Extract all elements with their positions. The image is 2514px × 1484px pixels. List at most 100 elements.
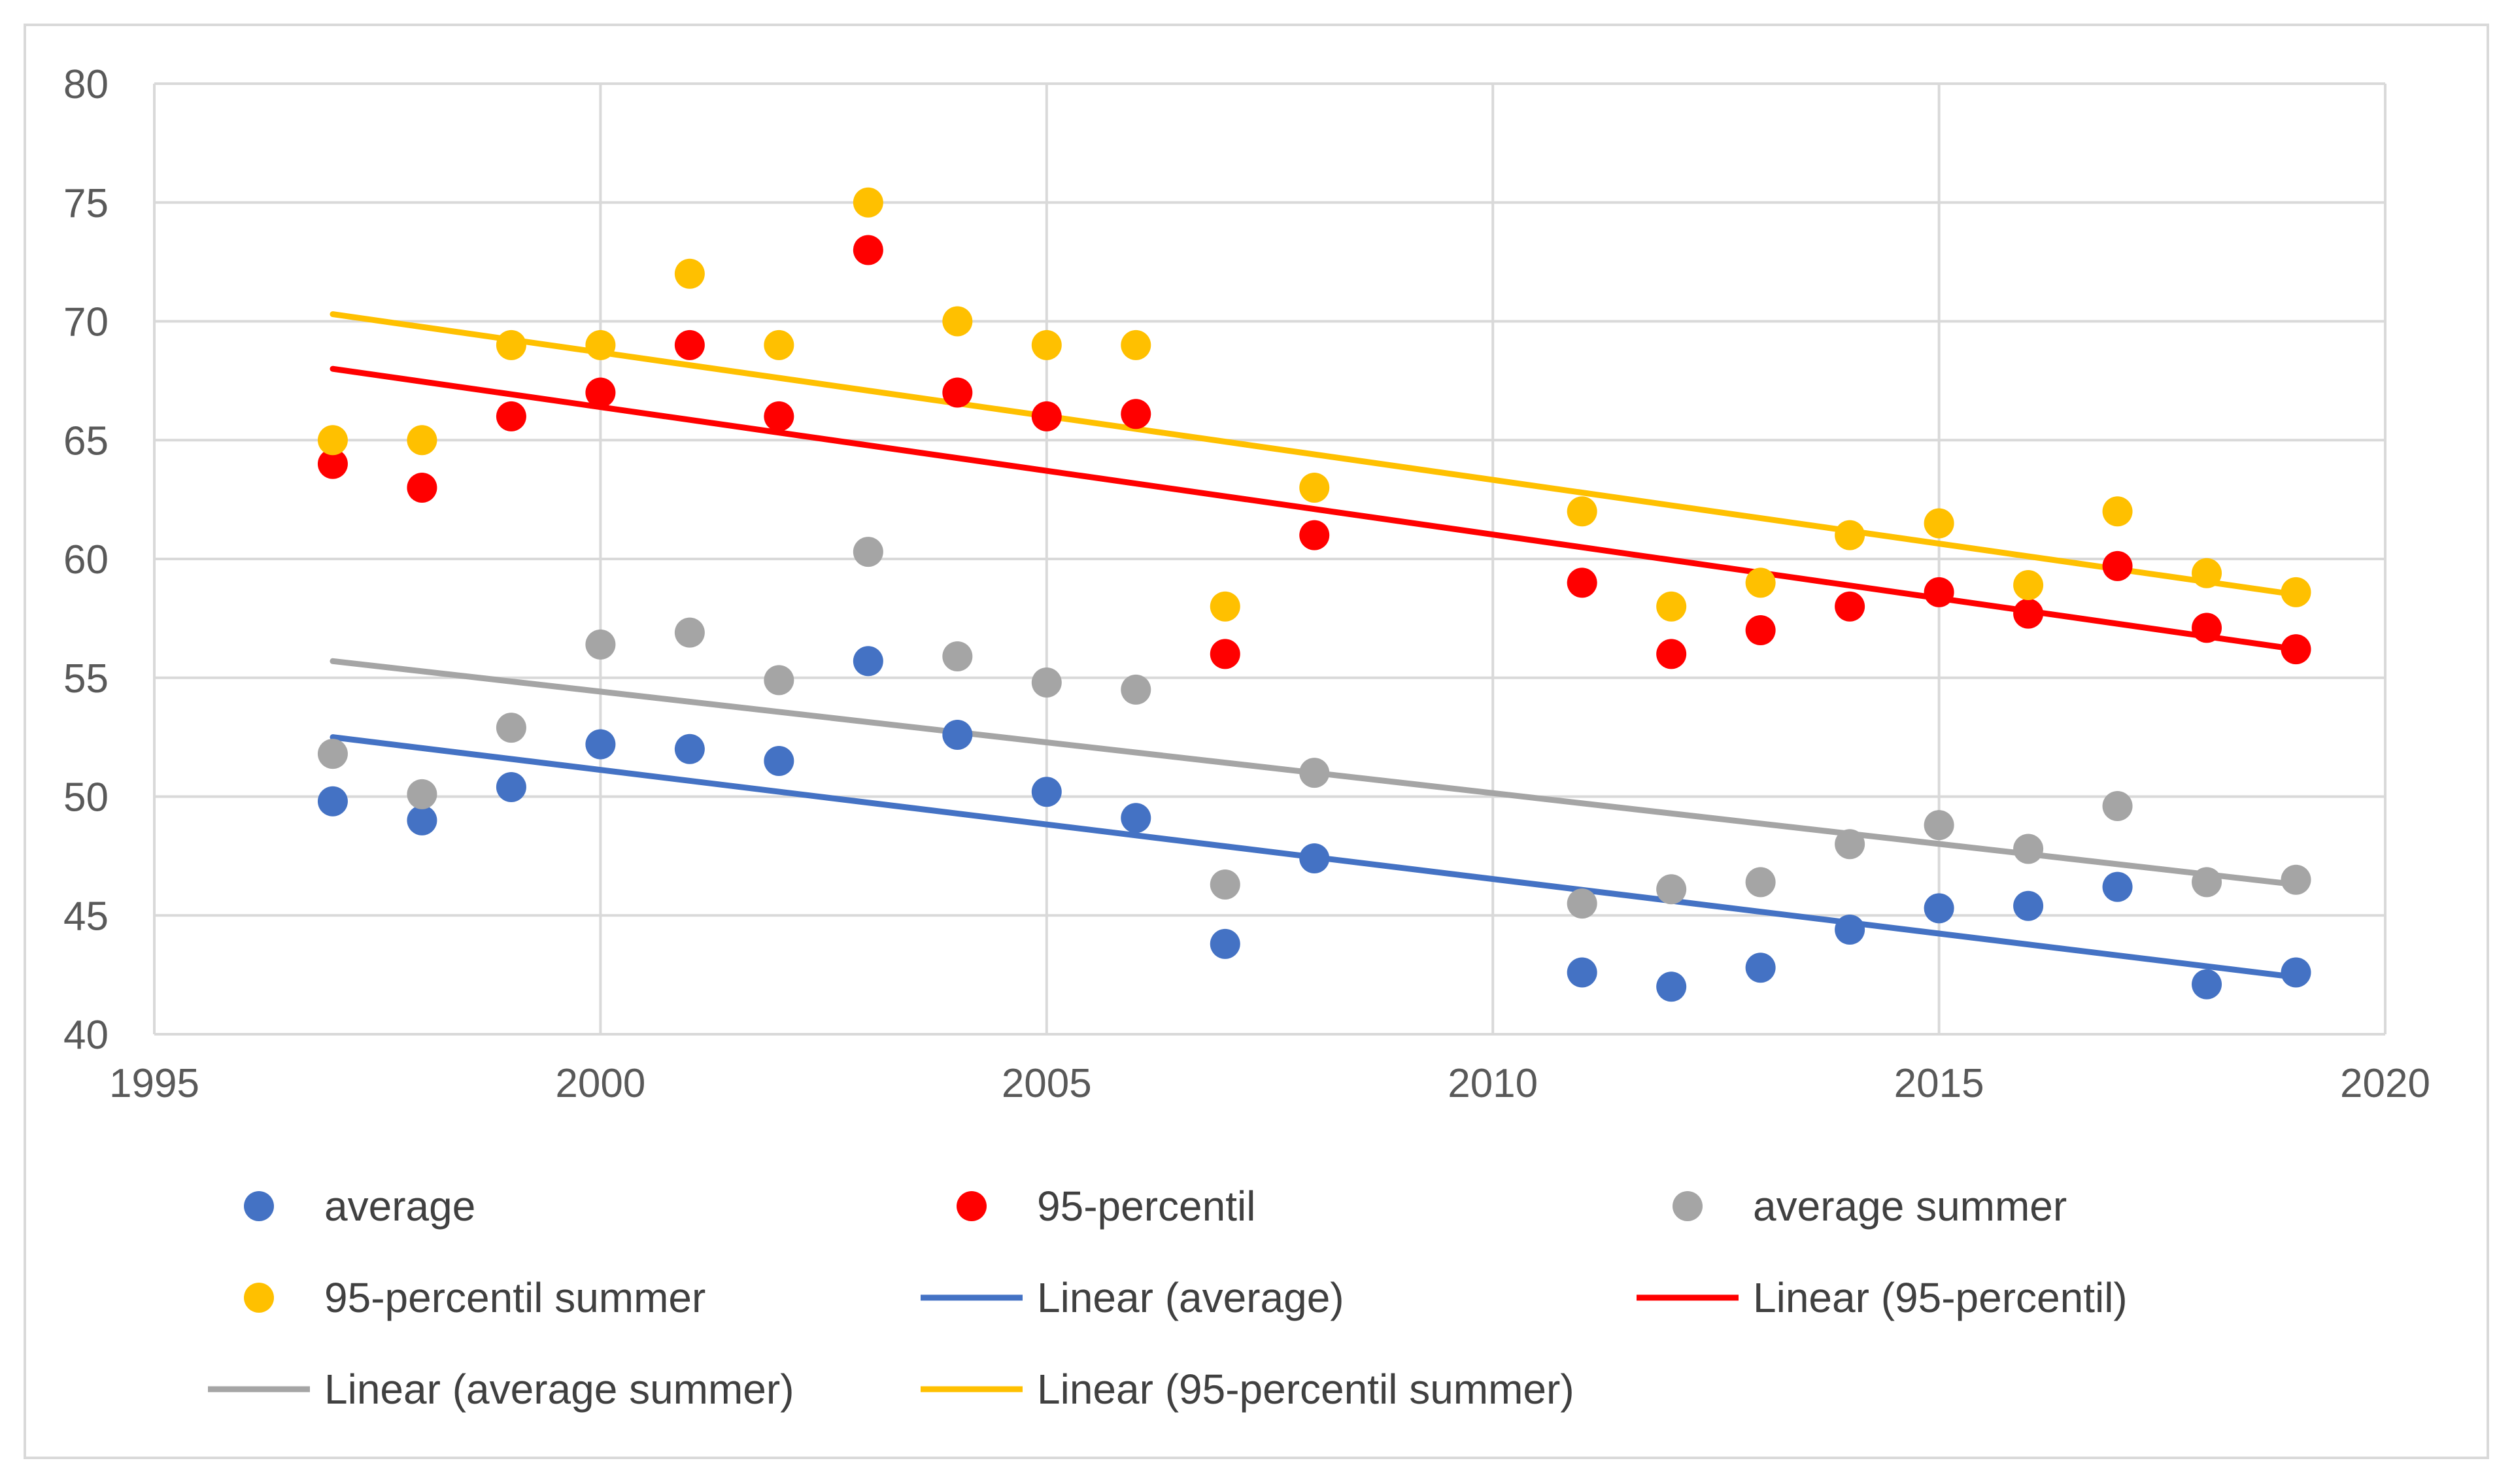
point-average-summer-2011 <box>1567 888 1597 919</box>
point-average-summer-2002 <box>764 665 794 696</box>
point-average-1999 <box>496 771 526 802</box>
point-average-2012 <box>1656 971 1687 1002</box>
trendline-linear-95-percentil-summer <box>330 311 2300 598</box>
point-95-percentil-2012 <box>1656 639 1687 669</box>
legend-label-linear-average-summer: Linear (average summer) <box>324 1366 794 1413</box>
point-average-2006 <box>1121 803 1151 834</box>
legend-label-95-percentil-summer: 95-percentil summer <box>324 1274 705 1321</box>
point-95-percentil-summer-1997 <box>317 425 348 456</box>
point-average-summer-2004 <box>942 641 973 672</box>
chart-frame <box>24 24 2489 1459</box>
point-95-percentil-2002 <box>764 401 794 431</box>
point-average-2003 <box>853 646 883 677</box>
point-95-percentil-2011 <box>1567 567 1597 598</box>
point-95-percentil-2013 <box>1745 615 1776 646</box>
point-average-2013 <box>1745 953 1776 983</box>
point-95-percentil-summer-2017 <box>2102 496 2133 527</box>
point-95-percentil-2019 <box>2281 634 2311 665</box>
point-95-percentil-summer-2008 <box>1299 472 1330 503</box>
point-95-percentil-2001 <box>674 329 705 360</box>
point-95-percentil-summer-1999 <box>496 329 526 360</box>
point-average-summer-2007 <box>1210 869 1240 900</box>
x-tick-label-2020: 2020 <box>2340 1061 2430 1106</box>
point-95-percentil-summer-2012 <box>1656 591 1687 622</box>
legend-label-average: average <box>324 1183 475 1230</box>
point-95-percentil-summer-2019 <box>2281 577 2311 607</box>
point-95-percentil-2015 <box>1924 577 1954 607</box>
point-95-percentil-summer-2001 <box>674 258 705 289</box>
point-average-2007 <box>1210 928 1240 959</box>
legend-marker-average-summer <box>1673 1191 1703 1221</box>
point-95-percentil-2006 <box>1121 399 1151 430</box>
point-average-2018 <box>2192 969 2222 1000</box>
point-average-summer-2019 <box>2281 864 2311 895</box>
legend-label-linear-95-percentil: Linear (95-percentil) <box>1753 1274 2128 1321</box>
point-95-percentil-summer-2005 <box>1031 329 1062 360</box>
point-95-percentil-summer-2003 <box>853 187 883 218</box>
y-tick-label-60: 60 <box>63 537 109 582</box>
trendline-layer <box>330 311 2300 981</box>
y-tick-label-50: 50 <box>63 775 109 820</box>
legend-label-linear-95-percentil-summer: Linear (95-percentil summer) <box>1037 1366 1574 1413</box>
point-average-summer-2015 <box>1924 810 1954 841</box>
point-average-2000 <box>585 729 616 760</box>
point-average-2019 <box>2281 957 2311 988</box>
point-95-percentil-2014 <box>1835 591 1865 622</box>
y-tick-label-45: 45 <box>63 894 109 939</box>
point-95-percentil-summer-2004 <box>942 306 973 337</box>
point-95-percentil-summer-2015 <box>1924 508 1954 539</box>
point-95-percentil-summer-2018 <box>2192 558 2222 588</box>
point-95-percentil-2005 <box>1031 401 1062 431</box>
point-average-2001 <box>674 734 705 764</box>
point-average-summer-2003 <box>853 537 883 567</box>
point-95-percentil-2007 <box>1210 639 1240 669</box>
trendline-linear-95-percentil <box>330 365 2300 652</box>
legend-marker-95-percentil <box>957 1191 987 1221</box>
point-average-2011 <box>1567 957 1597 988</box>
legend-label-average-summer: average summer <box>1753 1183 2067 1230</box>
point-95-percentil-1998 <box>407 472 437 503</box>
point-average-summer-1998 <box>407 779 437 809</box>
point-95-percentil-2004 <box>942 377 973 408</box>
point-average-summer-2001 <box>674 617 705 648</box>
point-95-percentil-1997 <box>317 448 348 479</box>
point-average-2008 <box>1299 843 1330 874</box>
point-95-percentil-2018 <box>2192 613 2222 643</box>
point-95-percentil-summer-2002 <box>764 329 794 360</box>
legend-label-95-percentil: 95-percentil <box>1037 1183 1255 1230</box>
point-average-2014 <box>1835 915 1865 945</box>
legend: average 95-percentil average summer 95-perc… <box>208 1183 2128 1413</box>
point-average-summer-2016 <box>2013 834 2044 864</box>
tick-layer: 40 45 50 55 60 65 70 75 80 1995 2000 2005 2010 2015 20… <box>63 62 2430 1106</box>
point-average-summer-2006 <box>1121 674 1151 705</box>
point-average-summer-2013 <box>1745 867 1776 898</box>
point-average-2016 <box>2013 890 2044 921</box>
point-95-percentil-summer-2011 <box>1567 496 1597 527</box>
point-95-percentil-1999 <box>496 401 526 431</box>
point-average-summer-2012 <box>1656 874 1687 905</box>
point-average-2017 <box>2102 871 2133 902</box>
x-tick-label-2015: 2015 <box>1894 1061 1984 1106</box>
point-95-percentil-summer-2016 <box>2013 569 2044 600</box>
point-95-percentil-summer-2000 <box>585 329 616 360</box>
point-95-percentil-summer-1998 <box>407 425 437 456</box>
point-average-summer-2008 <box>1299 758 1330 788</box>
point-95-percentil-summer-2007 <box>1210 591 1240 622</box>
point-95-percentil-2000 <box>585 377 616 408</box>
y-tick-label-55: 55 <box>63 656 109 701</box>
point-average-summer-2014 <box>1835 829 1865 860</box>
point-average-summer-2017 <box>2102 791 2133 822</box>
point-layer <box>317 187 2311 1002</box>
point-average-summer-1999 <box>496 713 526 743</box>
legend-label-linear-average: Linear (average) <box>1037 1274 1344 1321</box>
grid-layer <box>153 82 2387 1036</box>
x-tick-label-1995: 1995 <box>109 1061 199 1106</box>
point-95-percentil-summer-2006 <box>1121 329 1151 360</box>
point-average-2005 <box>1031 777 1062 807</box>
point-average-summer-2005 <box>1031 667 1062 698</box>
point-95-percentil-2017 <box>2102 550 2133 581</box>
point-average-summer-1997 <box>317 739 348 769</box>
legend-marker-95-percentil-summer <box>244 1283 274 1313</box>
point-average-1998 <box>407 805 437 835</box>
